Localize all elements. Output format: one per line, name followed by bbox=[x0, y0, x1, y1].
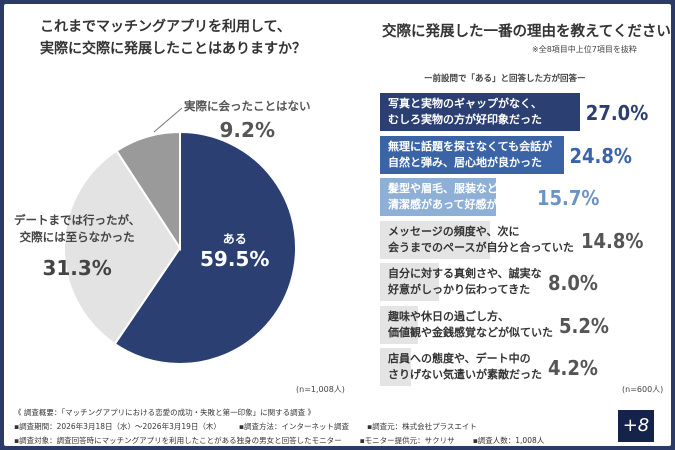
bar bbox=[380, 348, 412, 386]
bar bbox=[380, 305, 419, 344]
footer-item: ▪調査元：株式会社プラスエイト bbox=[366, 422, 477, 431]
bar-label: 店員への態度や、デート中の さりげない気遣いが素敵だった bbox=[388, 352, 542, 381]
bar bbox=[380, 220, 490, 259]
slice-value: 59.5% bbox=[200, 247, 270, 271]
bar bbox=[380, 263, 440, 301]
brand-logo: +8 bbox=[618, 410, 654, 442]
slice-value: 9.2% bbox=[219, 118, 275, 142]
left-n: (n=1,008人) bbox=[296, 385, 345, 394]
pie-label-never: 実際に会ったことはない 9.2% bbox=[184, 98, 311, 142]
bar-value: 14.8% bbox=[581, 228, 644, 253]
bar-value: 5.2% bbox=[559, 313, 609, 338]
footer-title: 《 調査概要：「マッチングアプリにおける恋愛の成功・失敗と第一印象」に関する調査… bbox=[14, 408, 316, 417]
footer-item: ▪モニター提供元：サクリサ bbox=[359, 436, 455, 445]
bar-label: メッセージの頻度や、次に 会うまでのペースが自分と合っていた bbox=[388, 224, 574, 254]
footer: 《 調査概要：「マッチングアプリにおける恋愛の成功・失敗と第一印象」に関する調査… bbox=[14, 406, 562, 448]
bar bbox=[380, 135, 564, 174]
bar-label: 無理に話題を探さなくても会話が 自然と弾み、居心地が良かった bbox=[388, 139, 553, 169]
infographic-card: これまでマッチングアプリを利用して、 実際に交際に発展したことはありますか？ (n… bbox=[4, 4, 671, 446]
pie-label-date: デートまでは行ったが、 交際には至らなかった 31.3% bbox=[14, 212, 140, 280]
bar-value: 4.2% bbox=[548, 356, 598, 380]
pie-slice bbox=[63, 149, 182, 346]
slice-label: デートまでは行ったが、 交際には至らなかった bbox=[14, 213, 141, 244]
right-subtitle: ー前設問で「ある」と回答した方が回答ー bbox=[424, 74, 586, 84]
footer-item: ▪調査期間：2026年3月18日（水）～2026年3月19日（木） bbox=[14, 422, 221, 431]
bar-label: 自分に対する真剣さや、誠実な 好意がしっかり伝わってきた bbox=[388, 267, 542, 296]
bar bbox=[380, 178, 497, 216]
question-line: これまでマッチングアプリを利用して、 bbox=[40, 19, 291, 35]
slice-value: 31.3% bbox=[42, 256, 112, 280]
footer-item: ▪調査対象：調査回答時にマッチングアプリを利用したことがある独身の男女と回答した… bbox=[14, 436, 342, 445]
slice-label: ある bbox=[222, 232, 247, 246]
right-question: 交際に発展した一番の理由を教えてください bbox=[382, 24, 671, 40]
right-n: (n=600人) bbox=[622, 385, 664, 394]
slice-label: 実際に会ったことはない bbox=[184, 99, 311, 113]
bar bbox=[380, 93, 580, 131]
pie-label-yes: ある 59.5% bbox=[200, 230, 269, 271]
right-note: ※全8項目中上位7項目を抜粋 bbox=[532, 45, 637, 54]
footer-item: ▪調査人数：1,008人 bbox=[472, 436, 545, 445]
bar-label: 趣味や休日の過ごし方、 価値観や金銭感覚などが似ていた bbox=[388, 309, 553, 339]
question-line: 実際に交際に発展したことはありますか？ bbox=[40, 41, 306, 57]
left-question: これまでマッチングアプリを利用して、 実際に交際に発展したことはありますか？ bbox=[40, 16, 306, 60]
bar-label: 髪型や眉毛、服装などに 清潔感があって好感が持てた bbox=[388, 182, 531, 211]
bar-label: 写真と実物のギャップがなく、 むしろ実物の方が好印象だった bbox=[388, 97, 542, 126]
pie-slice bbox=[113, 130, 297, 365]
bar-value: 27.0% bbox=[585, 101, 649, 125]
bar-value: 24.8% bbox=[569, 143, 632, 168]
pie-slice bbox=[115, 130, 181, 252]
pie-chart bbox=[63, 107, 297, 365]
footer-item: ▪調査方法：インターネット調査 bbox=[238, 422, 349, 431]
bar-value: 15.7% bbox=[537, 186, 600, 210]
bar-value: 8.0% bbox=[548, 271, 598, 295]
leader-line bbox=[153, 107, 183, 133]
